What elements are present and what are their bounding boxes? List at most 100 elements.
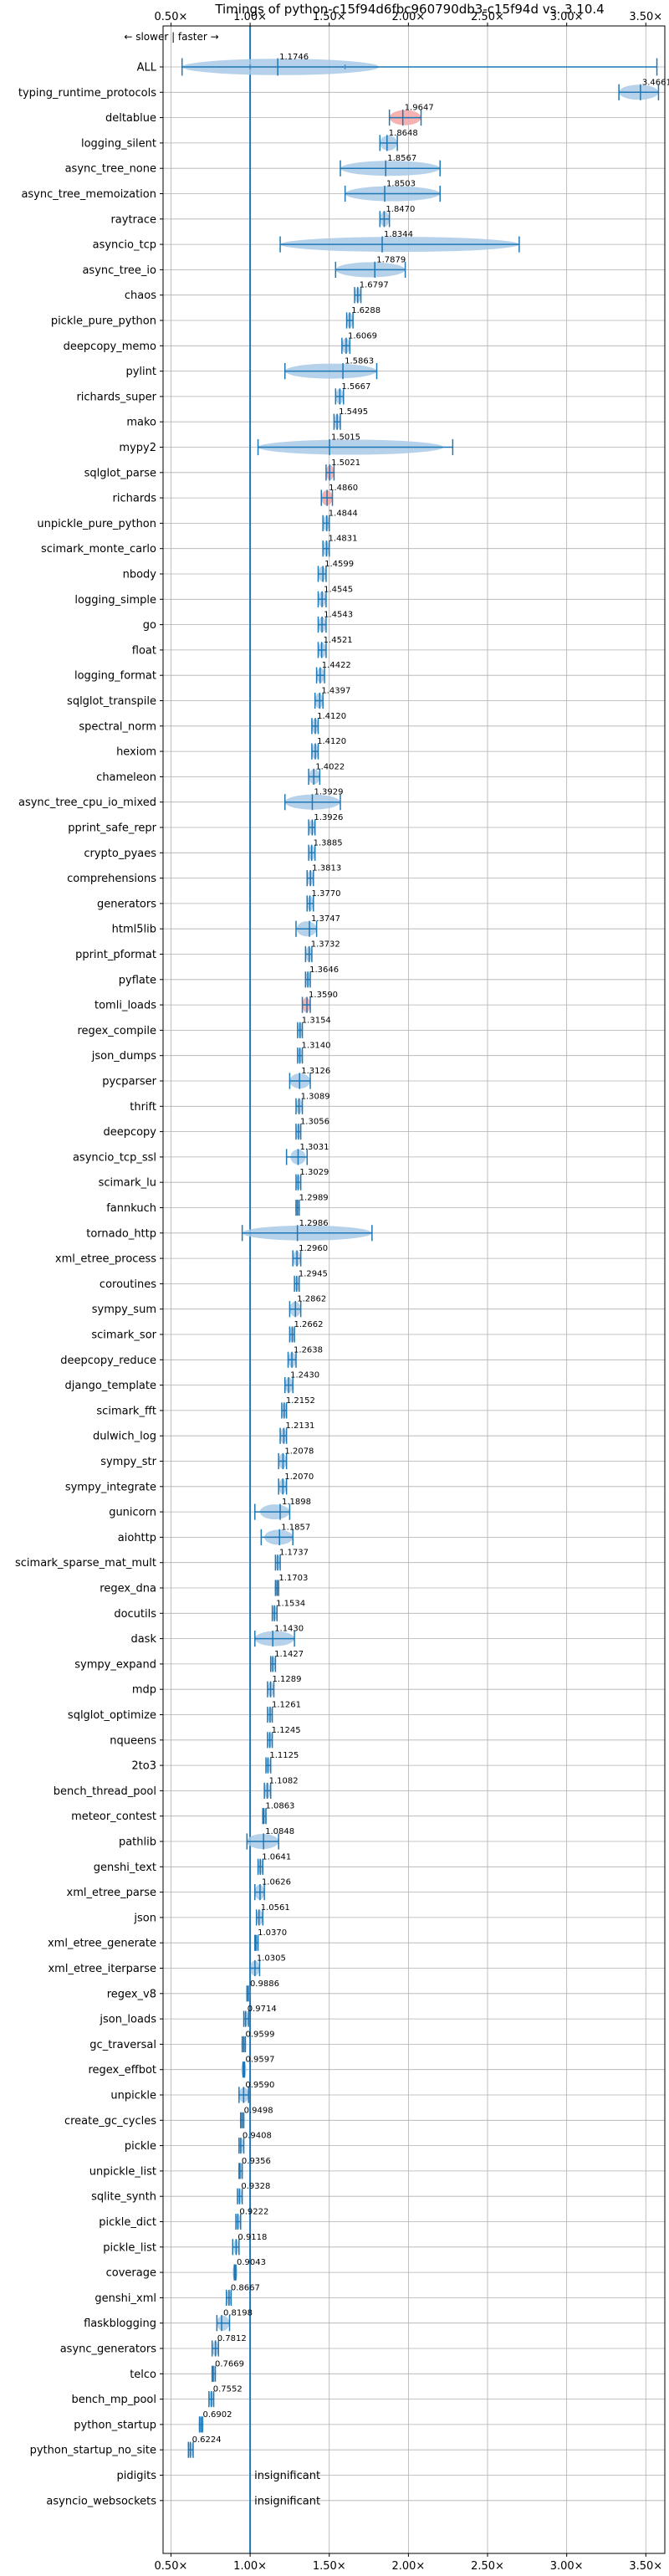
category-label: richards xyxy=(113,493,157,505)
benchmark-violin: 1.1427 xyxy=(269,1650,304,1672)
category-label: hexiom xyxy=(116,746,156,759)
category-label: coverage xyxy=(106,2267,156,2280)
category-label: genshi_text xyxy=(94,1862,156,1874)
benchmark-violin: 1.1125 xyxy=(265,1751,299,1774)
category-label: unpickle xyxy=(110,2090,156,2102)
benchmark-violin: 0.9590 xyxy=(238,2081,274,2103)
category-label: pickle_dict xyxy=(99,2216,156,2229)
category-label: nqueens xyxy=(110,1734,156,1747)
benchmark-violin: 1.1534 xyxy=(271,1599,305,1621)
category-label: tomli_loads xyxy=(94,1000,156,1012)
value-label: 0.9328 xyxy=(241,2182,270,2191)
value-label: 1.4022 xyxy=(315,762,345,771)
category-label: xml_etree_process xyxy=(55,1253,156,1266)
value-label: 1.1898 xyxy=(282,1498,311,1507)
benchmark-violin: 1.4543 xyxy=(317,611,353,633)
direction-legend: ← slower | faster → xyxy=(124,31,218,43)
category-label: xml_etree_iterparse xyxy=(48,1963,156,1975)
value-label: 0.6902 xyxy=(202,2410,232,2420)
category-label: regex_compile xyxy=(77,1025,156,1037)
category-label: pprint_pformat xyxy=(75,949,156,961)
x-tick-label-top: 0.50× xyxy=(155,11,188,23)
violins-layer: 1.1746 3.4661 1.9647 1.8648 1.8567 1.8503 1.84… xyxy=(181,53,669,2507)
category-label: sqlite_synth xyxy=(91,2191,156,2204)
value-label: 1.3089 xyxy=(301,1092,330,1101)
value-label: 1.0561 xyxy=(261,1903,290,1913)
value-label: 1.1427 xyxy=(274,1650,304,1659)
category-label: bench_thread_pool xyxy=(54,1785,156,1798)
benchmark-violin: 1.3813 xyxy=(306,864,341,887)
category-label: coroutines xyxy=(100,1278,156,1291)
benchmark-violin: 1.0641 xyxy=(257,1852,291,1875)
value-label: 1.3031 xyxy=(299,1143,329,1152)
category-label: json xyxy=(133,1912,156,1924)
value-label: 1.2131 xyxy=(285,1421,314,1431)
category-label: scimark_sor xyxy=(91,1329,156,1342)
x-tick-label-bottom: 0.50× xyxy=(155,2560,188,2573)
value-label: 0.9222 xyxy=(239,2208,268,2217)
benchmark-violin: 1.1289 xyxy=(267,1675,301,1698)
category-label: scimark_fft xyxy=(96,1405,156,1417)
benchmark-violin: 1.1898 xyxy=(254,1498,311,1520)
category-label: sympy_expand xyxy=(74,1658,156,1671)
value-label: 1.1703 xyxy=(278,1574,308,1583)
benchmark-violin: 1.1746 xyxy=(181,53,658,76)
benchmark-violin: 1.2945 xyxy=(294,1269,328,1292)
benchmark-violin: 1.6288 xyxy=(345,306,380,329)
category-label: pprint_safe_repr xyxy=(68,822,156,835)
benchmark-violin: 0.9356 xyxy=(237,2157,271,2179)
value-label: 1.3747 xyxy=(311,914,340,924)
value-label: 1.4844 xyxy=(329,509,358,518)
value-label: 1.2078 xyxy=(284,1447,314,1457)
benchmark-violin: 0.9222 xyxy=(235,2208,268,2230)
category-label: raytrace xyxy=(110,213,156,226)
category-label: async_tree_none xyxy=(65,163,156,176)
value-label: 0.7669 xyxy=(215,2359,244,2369)
value-label: 1.3926 xyxy=(314,813,343,822)
category-label: dulwich_log xyxy=(93,1431,156,1443)
grid-layer xyxy=(163,26,665,2553)
value-label: 1.1737 xyxy=(279,1549,309,1558)
category-label: async_tree_memoization xyxy=(21,188,156,201)
category-label: create_gc_cycles xyxy=(64,2115,156,2128)
value-label: 1.3056 xyxy=(300,1118,329,1127)
category-label: flaskblogging xyxy=(84,2317,156,2330)
category-label: sympy_sum xyxy=(92,1303,156,1316)
insignificant-label: insignificant xyxy=(254,2495,320,2507)
benchmark-violin: 1.5021 xyxy=(325,458,360,481)
benchmark-violin: 0.9498 xyxy=(239,2106,273,2128)
benchmark-violin: 1.4397 xyxy=(314,687,350,709)
category-label: fannkuch xyxy=(106,1202,156,1215)
benchmark-violin: 0.9599 xyxy=(241,2030,275,2052)
category-label: deepcopy_reduce xyxy=(60,1355,156,1367)
value-label: 1.4860 xyxy=(329,484,358,493)
value-label: 1.4120 xyxy=(317,737,346,746)
benchmark-violin: 1.4422 xyxy=(315,661,351,684)
category-label: pickle_list xyxy=(103,2241,156,2254)
category-label: scimark_lu xyxy=(99,1177,156,1190)
value-label: 1.0863 xyxy=(265,1802,294,1811)
value-label: 1.1082 xyxy=(269,1776,299,1785)
value-label: 1.0305 xyxy=(257,1954,286,1964)
benchmark-violin: 1.2152 xyxy=(281,1396,315,1419)
value-label: 0.9408 xyxy=(243,2132,272,2141)
benchmark-violin: 1.0863 xyxy=(262,1802,294,1825)
benchmark-violin: 1.7879 xyxy=(334,255,406,278)
benchmark-violin: 1.3646 xyxy=(304,965,339,988)
axis-layer: 0.50× 0.50× 1.00× 1.00× 1.50× 1.50× 2.00× 2.00×… xyxy=(155,11,663,2573)
value-label: 1.5021 xyxy=(331,458,360,468)
category-label: float xyxy=(132,644,156,657)
value-label: 0.9714 xyxy=(248,2005,277,2014)
category-label: sympy_integrate xyxy=(65,1481,156,1493)
benchmark-violin: 1.3154 xyxy=(297,1016,331,1038)
benchmark-violin: 0.9328 xyxy=(237,2182,270,2205)
value-label: 1.4545 xyxy=(324,585,353,594)
value-label: 1.1289 xyxy=(272,1675,301,1684)
benchmark-violin: 1.3926 xyxy=(308,813,343,836)
benchmark-violin: 1.2960 xyxy=(292,1244,328,1267)
category-label: mako xyxy=(126,417,156,429)
value-label: 1.3885 xyxy=(314,838,343,848)
category-label: genshi_xml xyxy=(94,2292,156,2305)
benchmark-violin: 1.4022 xyxy=(308,762,345,785)
x-tick-label-top: 2.50× xyxy=(471,11,504,23)
